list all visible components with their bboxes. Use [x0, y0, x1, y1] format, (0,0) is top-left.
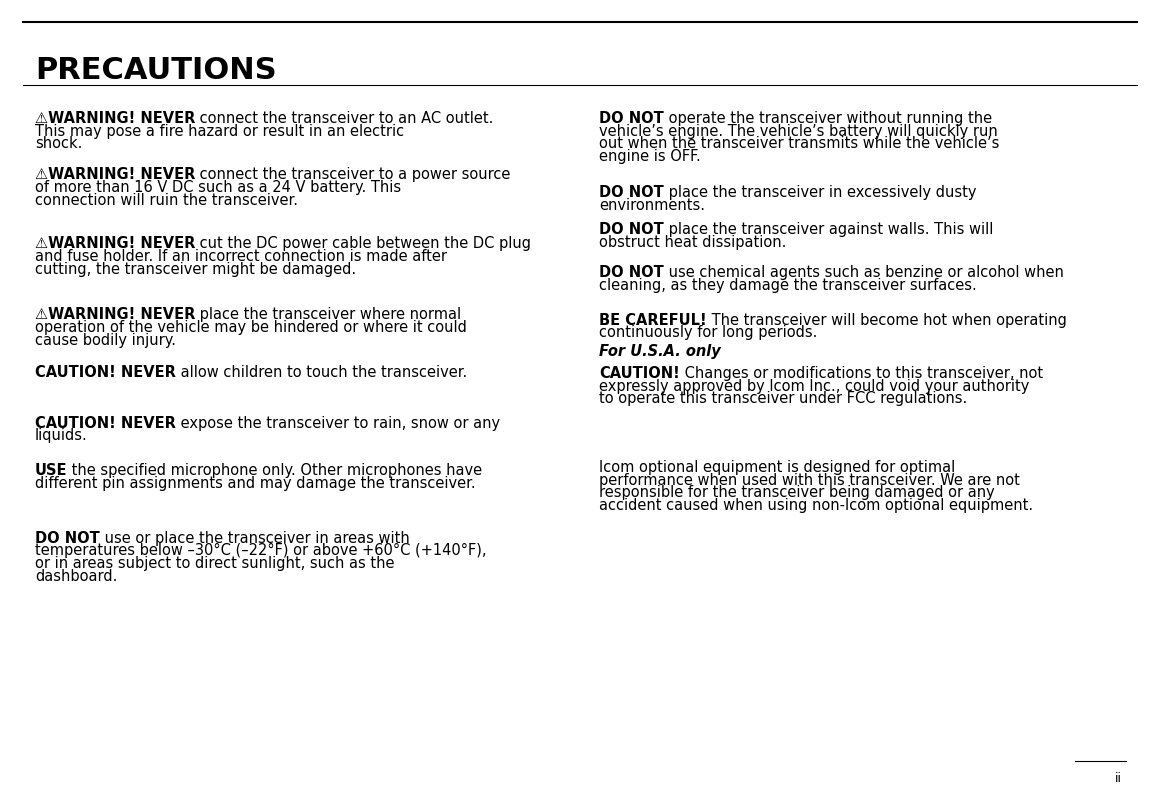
Text: shock.: shock.	[35, 137, 83, 151]
Text: connect the transceiver to a power source: connect the transceiver to a power sourc…	[195, 167, 511, 182]
Text: environments.: environments.	[599, 198, 705, 212]
Text: This may pose a fire hazard or result in an electric: This may pose a fire hazard or result in…	[35, 124, 404, 138]
Text: ⚠WARNING! NEVER: ⚠WARNING! NEVER	[35, 111, 195, 126]
Text: cleaning, as they damage the transceiver surfaces.: cleaning, as they damage the transceiver…	[599, 278, 977, 292]
Text: CAUTION! NEVER: CAUTION! NEVER	[35, 415, 176, 430]
Text: The transceiver will become hot when operating: The transceiver will become hot when ope…	[707, 312, 1066, 328]
Text: obstruct heat dissipation.: obstruct heat dissipation.	[599, 234, 786, 249]
Text: of more than 16 V DC such as a 24 V battery. This: of more than 16 V DC such as a 24 V batt…	[35, 180, 401, 194]
Text: ⚠WARNING! NEVER: ⚠WARNING! NEVER	[35, 307, 195, 322]
Text: place the transceiver where normal: place the transceiver where normal	[195, 307, 462, 322]
Text: or in areas subject to direct sunlight, such as the: or in areas subject to direct sunlight, …	[35, 556, 394, 570]
Text: expressly approved by Icom Inc., could void your authority: expressly approved by Icom Inc., could v…	[599, 378, 1029, 393]
Text: PRECAUTIONS: PRECAUTIONS	[35, 56, 277, 85]
Text: DO NOT: DO NOT	[599, 265, 664, 280]
Text: allow children to touch the transceiver.: allow children to touch the transceiver.	[176, 365, 468, 380]
Text: cutting, the transceiver might be damaged.: cutting, the transceiver might be damage…	[35, 262, 356, 276]
Text: to operate this transceiver under FCC regulations.: to operate this transceiver under FCC re…	[599, 391, 968, 406]
Text: Icom optional equipment is designed for optimal: Icom optional equipment is designed for …	[599, 459, 955, 475]
Text: DO NOT: DO NOT	[599, 111, 664, 126]
Text: accident caused when using non-Icom optional equipment.: accident caused when using non-Icom opti…	[599, 497, 1033, 512]
Text: ⚠WARNING! NEVER: ⚠WARNING! NEVER	[35, 236, 195, 251]
Text: continuously for long periods.: continuously for long periods.	[599, 325, 818, 340]
Text: CAUTION!: CAUTION!	[599, 365, 679, 381]
Text: operate the transceiver without running the: operate the transceiver without running …	[664, 111, 992, 126]
Text: DO NOT: DO NOT	[599, 185, 664, 200]
Text: place the transceiver against walls. This will: place the transceiver against walls. Thi…	[664, 222, 993, 237]
Text: liquids.: liquids.	[35, 428, 87, 442]
Text: responsible for the transceiver being damaged or any: responsible for the transceiver being da…	[599, 485, 994, 499]
Text: dashboard.: dashboard.	[35, 568, 117, 583]
Text: operation of the vehicle may be hindered or where it could: operation of the vehicle may be hindered…	[35, 320, 466, 334]
Text: cause bodily injury.: cause bodily injury.	[35, 332, 176, 347]
Text: expose the transceiver to rain, snow or any: expose the transceiver to rain, snow or …	[176, 415, 500, 430]
Text: CAUTION! NEVER: CAUTION! NEVER	[35, 365, 176, 380]
Text: ii: ii	[1115, 771, 1122, 784]
Text: place the transceiver in excessively dusty: place the transceiver in excessively dus…	[664, 185, 976, 200]
Text: ⚠WARNING! NEVER: ⚠WARNING! NEVER	[35, 167, 195, 182]
Text: use or place the transceiver in areas with: use or place the transceiver in areas wi…	[100, 530, 409, 545]
Text: different pin assignments and may damage the transceiver.: different pin assignments and may damage…	[35, 475, 476, 490]
Text: USE: USE	[35, 463, 67, 478]
Text: performance when used with this transceiver. We are not: performance when used with this transcei…	[599, 472, 1020, 487]
Text: Changes or modifications to this transceiver, not: Changes or modifications to this transce…	[679, 365, 1043, 381]
Text: connection will ruin the transceiver.: connection will ruin the transceiver.	[35, 193, 298, 207]
Text: engine is OFF.: engine is OFF.	[599, 149, 700, 164]
Text: temperatures below –30°C (–22°F) or above +60°C (+140°F),: temperatures below –30°C (–22°F) or abov…	[35, 543, 486, 557]
Text: out when the transceiver transmits while the vehicle’s: out when the transceiver transmits while…	[599, 137, 999, 151]
Text: For U.S.A. only: For U.S.A. only	[599, 344, 721, 359]
Text: DO NOT: DO NOT	[35, 530, 100, 545]
Text: and fuse holder. If an incorrect connection is made after: and fuse holder. If an incorrect connect…	[35, 249, 447, 263]
Text: BE CAREFUL!: BE CAREFUL!	[599, 312, 707, 328]
Text: use chemical agents such as benzine or alcohol when: use chemical agents such as benzine or a…	[664, 265, 1064, 280]
Text: DO NOT: DO NOT	[599, 222, 664, 237]
Text: the specified microphone only. Other microphones have: the specified microphone only. Other mic…	[67, 463, 483, 478]
Text: vehicle’s engine. The vehicle’s battery will quickly run: vehicle’s engine. The vehicle’s battery …	[599, 124, 998, 138]
Text: connect the transceiver to an AC outlet.: connect the transceiver to an AC outlet.	[195, 111, 493, 126]
Text: cut the DC power cable between the DC plug: cut the DC power cable between the DC pl…	[195, 236, 531, 251]
